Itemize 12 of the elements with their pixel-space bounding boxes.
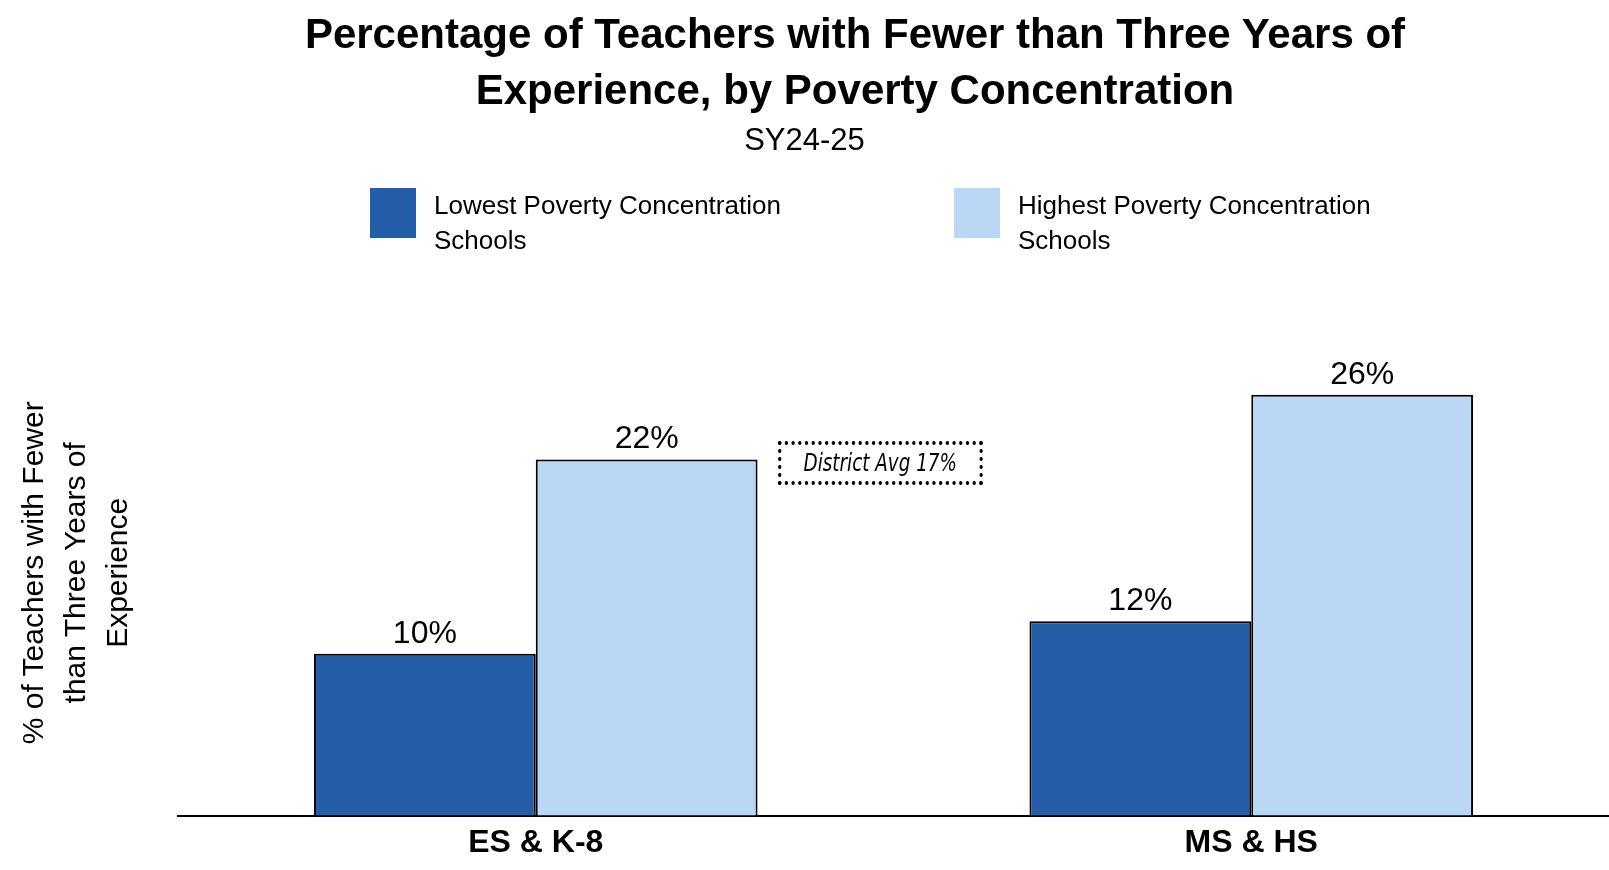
data-label: 10% [392, 613, 457, 650]
x-tick-label: ES & K-8 [468, 822, 604, 859]
y-axis-title: % of Teachers with Fewer than Three Years of Experience [16, 401, 134, 745]
x-tick-label: MS & HS [1184, 822, 1318, 859]
legend-label: Lowest Poverty Concentration Schools [434, 189, 782, 257]
legend-label: Highest Poverty Concentration Schools [1018, 189, 1372, 257]
chart-subtitle: SY24-25 [743, 122, 866, 158]
data-label: 26% [1330, 354, 1395, 391]
data-label: 12% [1108, 581, 1173, 618]
chart-title: Percentage of Teachers with Fewer than Three Years of Experience, by Poverty Concentration [303, 9, 1407, 115]
data-label: 22% [614, 419, 679, 456]
annotation: District Avg 17% [778, 441, 983, 485]
